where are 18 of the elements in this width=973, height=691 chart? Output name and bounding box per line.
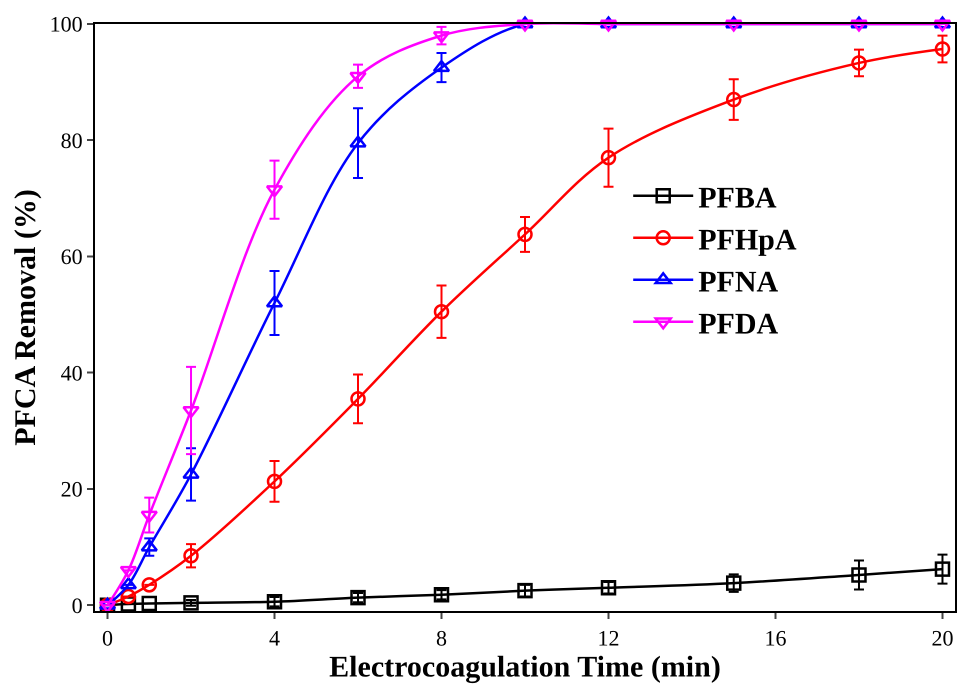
x-tick-label: 4: [269, 625, 280, 650]
x-tick-label: 0: [102, 625, 114, 650]
x-tick-label: 8: [436, 625, 447, 650]
y-tick-label: 100: [50, 12, 83, 37]
y-tick-label: 60: [60, 244, 83, 270]
y-tick-label: 0: [72, 592, 83, 618]
legend-label: PFDA: [698, 308, 779, 340]
legend-label: PFHpA: [698, 224, 797, 256]
y-tick-label: 80: [60, 128, 83, 153]
x-tick-label: 20: [931, 625, 954, 650]
y-tick-label: 40: [60, 360, 83, 386]
y-tick-label: 20: [60, 476, 83, 502]
x-tick-label: 12: [598, 625, 620, 650]
x-tick-label: 16: [764, 625, 786, 650]
legend-label: PFNA: [698, 266, 779, 298]
y-axis-title: PFCA Removal (%): [9, 189, 42, 446]
x-axis-title: Electrocoagulation Time (min): [329, 650, 721, 684]
legend-label: PFBA: [698, 182, 777, 214]
